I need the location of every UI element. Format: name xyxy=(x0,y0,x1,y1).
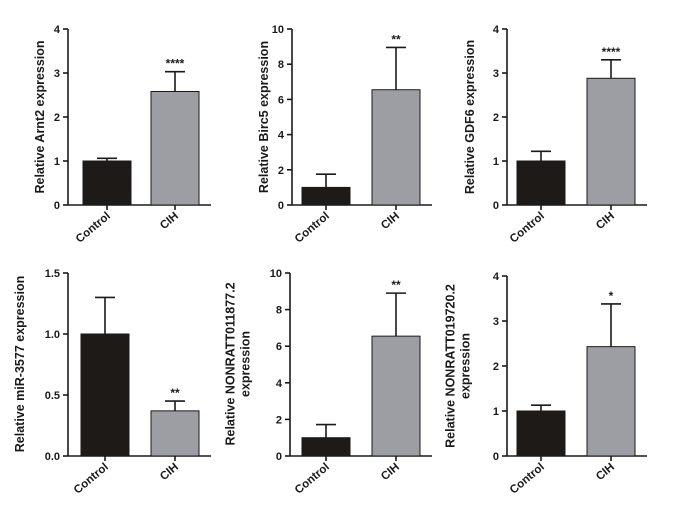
x-tick-label: Control xyxy=(293,461,332,496)
y-tick-label: 4 xyxy=(54,24,61,36)
y-tick-label: 4 xyxy=(493,271,500,283)
y-axis-label: Relative GDF6 expression xyxy=(463,40,477,194)
x-tick-label: Control xyxy=(508,210,547,245)
y-tick-label: 4 xyxy=(276,378,283,390)
y-tick-label: 6 xyxy=(278,94,284,106)
y-tick-label: 1.5 xyxy=(45,268,60,280)
y-tick-label: 4 xyxy=(493,24,500,36)
y-axis-label-line: Relative Birc5 expression xyxy=(257,41,271,193)
chart-panel-1: 0 1 2 3 4 Relative Arnt2 expression Control ***… xyxy=(33,24,211,246)
x-tick-label: Control xyxy=(72,461,111,496)
y-axis-label: Relative miR-3577 expression xyxy=(13,276,27,452)
y-tick-label: 0 xyxy=(493,200,499,212)
significance-marker: * xyxy=(609,289,614,303)
chart-panel-5: 0 2 4 6 8 10 Relative NONRATT011877.2expressio… xyxy=(224,268,432,497)
bar-cih xyxy=(586,77,636,206)
x-tick-label: CIH xyxy=(379,210,402,232)
bar-cih xyxy=(150,90,200,206)
y-tick-label: 6 xyxy=(276,341,282,353)
y-tick-label: 1 xyxy=(493,406,499,418)
y-tick-label: 2 xyxy=(276,414,282,426)
y-axis-label-line: Relative miR-3577 expression xyxy=(13,276,27,452)
y-tick-label: 1.0 xyxy=(45,329,60,341)
chart-panel-4: 0.0 0.5 1.0 1.5 Relative miR-3577 expression… xyxy=(13,268,211,497)
x-tick-label: CIH xyxy=(158,210,181,232)
bar-control xyxy=(516,160,566,206)
y-tick-label: 3 xyxy=(493,68,499,80)
bar-cih xyxy=(371,89,421,206)
y-tick-label: 0 xyxy=(493,451,499,463)
y-axis-label: Relative Arnt2 expression xyxy=(33,40,47,193)
y-tick-label: 0 xyxy=(278,200,284,212)
bar-cih xyxy=(371,335,421,457)
y-tick-label: 0 xyxy=(54,200,60,212)
y-axis-label-line: Relative NONRATT019720.2 xyxy=(444,284,458,448)
y-axis-label-line: Relative GDF6 expression xyxy=(463,40,477,194)
significance-marker: **** xyxy=(602,45,621,59)
y-tick-label: 1 xyxy=(493,156,499,168)
y-tick-label: 3 xyxy=(493,316,499,328)
bar-control xyxy=(301,186,351,206)
y-tick-label: 2 xyxy=(493,112,499,124)
y-tick-label: 2 xyxy=(54,112,60,124)
bar-cih xyxy=(586,346,636,457)
y-tick-label: 1 xyxy=(54,156,60,168)
chart-panel-6: 0 1 2 3 4 Relative NONRATT019720.2expression C… xyxy=(444,271,647,497)
y-axis-label: Relative NONRATT019720.2expression xyxy=(444,284,473,448)
significance-marker: ** xyxy=(170,386,180,400)
y-tick-label: 4 xyxy=(278,130,285,142)
bar-control xyxy=(82,160,132,206)
significance-marker: ** xyxy=(391,278,401,292)
y-axis-label-line: Relative Arnt2 expression xyxy=(33,40,47,193)
y-tick-label: 10 xyxy=(272,24,284,36)
y-tick-label: 10 xyxy=(270,268,282,280)
bar-control xyxy=(80,333,130,457)
x-tick-label: Control xyxy=(508,461,547,496)
y-axis-label: Relative NONRATT011877.2expression xyxy=(224,282,253,445)
y-axis-label-line: expression xyxy=(239,331,253,397)
y-tick-label: 8 xyxy=(276,305,282,317)
x-tick-label: CIH xyxy=(379,461,402,483)
y-tick-label: 3 xyxy=(54,68,60,80)
y-tick-label: 0.0 xyxy=(45,451,60,463)
y-tick-label: 0 xyxy=(276,451,282,463)
y-tick-label: 8 xyxy=(278,59,284,71)
x-tick-label: Control xyxy=(293,210,332,245)
chart-panel-3: 0 1 2 3 4 Relative GDF6 expression Control ****… xyxy=(463,24,647,246)
bar-cih xyxy=(150,410,200,457)
x-tick-label: CIH xyxy=(158,461,181,483)
y-axis-label-line: expression xyxy=(459,333,473,399)
bar-control xyxy=(301,437,351,457)
bar-control xyxy=(516,410,566,457)
y-axis-label: Relative Birc5 expression xyxy=(257,41,271,193)
x-tick-label: CIH xyxy=(594,210,617,232)
significance-marker: **** xyxy=(166,57,185,71)
y-tick-label: 2 xyxy=(493,361,499,373)
x-tick-label: CIH xyxy=(594,461,617,483)
x-tick-label: Control xyxy=(74,210,113,245)
significance-marker: ** xyxy=(391,32,401,46)
y-tick-label: 2 xyxy=(278,165,284,177)
y-tick-label: 0.5 xyxy=(45,390,60,402)
y-axis-label-line: Relative NONRATT011877.2 xyxy=(224,282,238,445)
